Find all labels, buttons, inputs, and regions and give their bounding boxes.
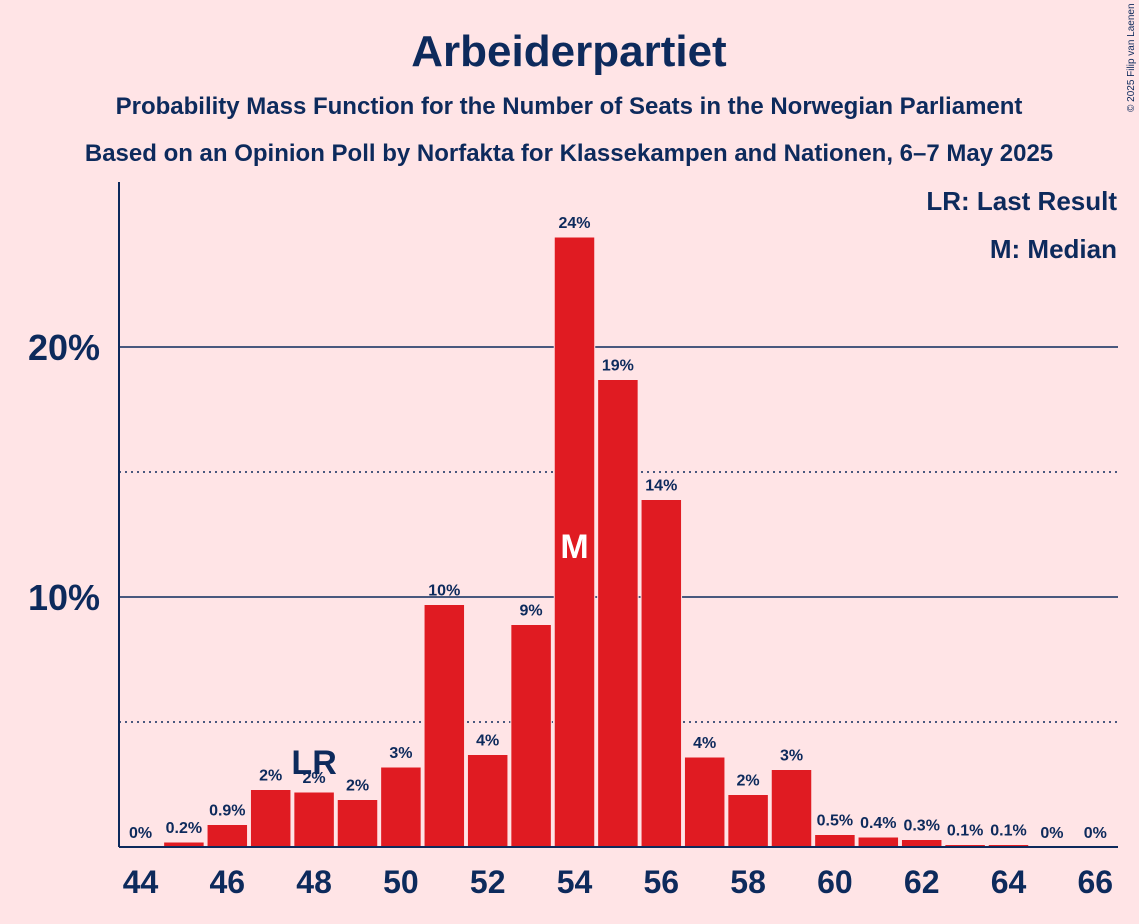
markers: LR M <box>291 528 588 782</box>
value-label-66: 0% <box>1084 825 1107 842</box>
value-label-58: 2% <box>737 773 760 790</box>
value-label-61: 0.4% <box>860 815 896 832</box>
bar-61 <box>857 836 900 848</box>
value-label-53: 9% <box>520 603 543 620</box>
value-label-64: 0.1% <box>990 823 1026 840</box>
x-tick-50: 50 <box>383 864 419 900</box>
bar-48 <box>293 791 335 848</box>
bar-50 <box>380 766 422 848</box>
chart-subtitle-1: Probability Mass Function for the Number… <box>116 93 1023 120</box>
bar-46 <box>206 824 249 848</box>
x-tick-46: 46 <box>210 864 246 900</box>
bar-47 <box>249 789 292 848</box>
copyright-text: © 2025 Filip van Laenen <box>1126 3 1137 112</box>
value-label-62: 0.3% <box>903 818 939 835</box>
chart-title: Arbeiderpartiet <box>411 27 727 76</box>
x-tick-62: 62 <box>904 864 940 900</box>
x-tick-64: 64 <box>991 864 1027 900</box>
value-labels: 0% 0.2% 0.9% 2% 2% 2% 3% 10% 4% 9% 24% 19% 14% 4% 2% 3%… <box>129 215 1107 842</box>
bar-62 <box>900 839 943 848</box>
value-label-49: 2% <box>346 778 369 795</box>
legend-last-result: LR: Last Result <box>926 186 1117 216</box>
bar-59 <box>770 769 813 848</box>
x-tick-56: 56 <box>644 864 680 900</box>
value-label-54: 24% <box>558 215 590 232</box>
value-label-47: 2% <box>259 768 282 785</box>
bar-49 <box>336 799 379 848</box>
bar-60 <box>814 834 856 848</box>
value-label-45: 0.2% <box>166 820 202 837</box>
value-label-52: 4% <box>476 733 499 750</box>
value-label-57: 4% <box>693 735 716 752</box>
value-label-50: 3% <box>389 745 412 762</box>
y-tick-10: 10% <box>28 577 100 618</box>
x-tick-48: 48 <box>296 864 332 900</box>
value-label-44: 0% <box>129 825 152 842</box>
x-tick-54: 54 <box>557 864 593 900</box>
bar-51 <box>423 604 466 848</box>
last-result-marker: LR <box>291 744 336 782</box>
bar-58 <box>727 794 769 848</box>
bar-56 <box>640 499 683 848</box>
bar-52 <box>466 754 509 848</box>
bar-57 <box>683 756 726 848</box>
value-label-51: 10% <box>428 583 460 600</box>
x-tick-44: 44 <box>123 864 159 900</box>
value-label-59: 3% <box>780 748 803 765</box>
bar-55 <box>597 379 639 848</box>
x-tick-58: 58 <box>730 864 766 900</box>
value-label-55: 19% <box>602 358 634 375</box>
legend-median: M: Median <box>990 234 1117 264</box>
axes <box>118 182 1118 848</box>
chart-subtitle-2: Based on an Opinion Poll by Norfakta for… <box>85 140 1053 167</box>
bars <box>163 236 1030 848</box>
median-marker: M <box>560 528 588 566</box>
value-label-56: 14% <box>645 478 677 495</box>
x-tick-52: 52 <box>470 864 506 900</box>
bar-54 <box>553 236 596 848</box>
x-tick-66: 66 <box>1078 864 1114 900</box>
y-tick-labels: 10% 20% <box>28 327 100 618</box>
x-tick-labels: 44 46 48 50 52 54 56 58 60 62 64 66 <box>123 864 1113 900</box>
value-label-48: 2% <box>303 770 326 787</box>
value-label-60: 0.5% <box>817 813 853 830</box>
value-label-46: 0.9% <box>209 803 245 820</box>
x-tick-60: 60 <box>817 864 853 900</box>
value-label-65: 0% <box>1040 825 1063 842</box>
bar-53 <box>510 624 552 848</box>
value-label-63: 0.1% <box>947 823 983 840</box>
y-tick-20: 20% <box>28 327 100 368</box>
